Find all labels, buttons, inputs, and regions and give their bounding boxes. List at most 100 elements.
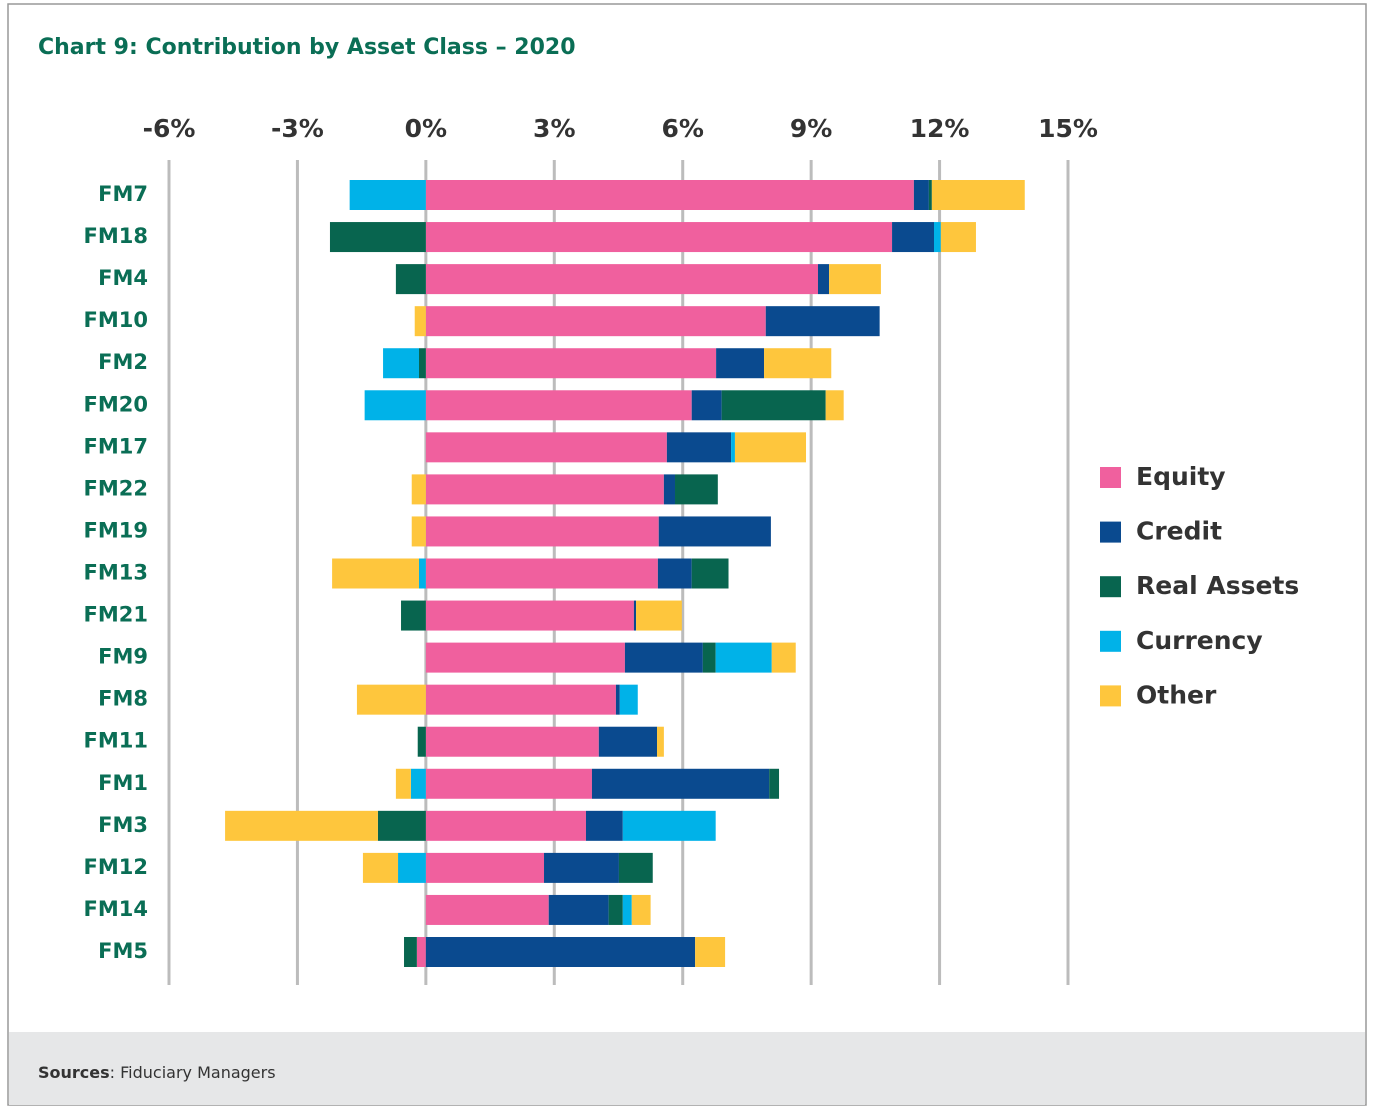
y-tick-label: FM7	[98, 182, 148, 206]
bar-segment	[764, 348, 832, 379]
bar-segment	[892, 222, 935, 253]
bar-segment	[425, 642, 625, 673]
legend-swatch	[1100, 685, 1121, 707]
bar-segment	[383, 348, 420, 379]
y-tick-label: FM2	[98, 350, 148, 374]
bar-segment	[395, 264, 426, 295]
x-tick-label: 12%	[910, 114, 970, 143]
bar-segment	[633, 600, 637, 631]
bar-segment	[622, 894, 632, 925]
legend-swatch	[1100, 467, 1121, 488]
bar-segment	[425, 937, 696, 967]
bar-segment	[329, 222, 426, 253]
bar-segment	[691, 390, 722, 421]
legend-swatch	[1100, 576, 1121, 598]
bar-segment	[425, 558, 658, 589]
bar-segment	[416, 937, 426, 967]
bar-segment	[716, 348, 765, 379]
source-text: : Fiduciary Managers	[110, 1063, 276, 1082]
bar-segment	[608, 894, 623, 925]
bar-segment	[548, 894, 609, 925]
bar-segment	[825, 390, 844, 421]
bar-segment	[425, 852, 545, 883]
bar-segment	[931, 180, 1025, 210]
bar-segment	[377, 810, 426, 841]
bar-segment	[658, 516, 771, 547]
bar-segment	[414, 306, 426, 337]
bar-segment	[332, 558, 420, 589]
bar-segment	[425, 432, 667, 463]
bar-segment	[721, 390, 826, 421]
bar-segment	[401, 600, 426, 631]
bar-segment	[731, 432, 735, 463]
y-tick-label: FM22	[84, 476, 148, 500]
y-tick-label: FM12	[84, 855, 148, 879]
x-tick-label: 6%	[661, 114, 703, 143]
bar-segment	[404, 937, 417, 967]
y-tick-label: FM11	[84, 729, 148, 753]
bar-segment	[715, 642, 772, 673]
bar-segment	[398, 852, 426, 883]
bar-segment	[425, 348, 717, 379]
bar-segment	[771, 642, 796, 673]
bar-segment	[425, 306, 766, 337]
bar-segment	[425, 390, 692, 421]
bar-segment	[425, 600, 634, 631]
bar-segment	[928, 180, 932, 210]
bar-segment	[425, 894, 549, 925]
bar-segment	[417, 726, 426, 757]
legend-label: Real Assets	[1136, 571, 1299, 600]
bar-segment	[356, 684, 426, 715]
source-label: Sources	[38, 1063, 110, 1082]
legend-swatch	[1100, 630, 1121, 652]
bar-segment	[425, 684, 616, 715]
bar-segment	[940, 222, 976, 253]
y-tick-label: FM21	[84, 603, 148, 627]
x-tick-label: -6%	[143, 114, 196, 143]
y-tick-label: FM8	[98, 687, 148, 711]
bar-segment	[934, 222, 941, 253]
y-tick-label: FM17	[84, 434, 148, 458]
source: Sources: Fiduciary Managers	[38, 1063, 276, 1082]
bar-segment	[913, 180, 929, 210]
bar-segment	[734, 432, 807, 463]
bar-segment	[425, 768, 592, 799]
bar-segment	[544, 852, 619, 883]
y-tick-label: FM4	[98, 266, 148, 290]
bar-segment	[411, 474, 426, 505]
y-tick-label: FM1	[98, 771, 148, 795]
x-tick-label: 3%	[533, 114, 575, 143]
bar-segment	[364, 390, 426, 421]
bar-segment	[666, 432, 732, 463]
legend-swatch	[1100, 521, 1121, 543]
legend-label: Currency	[1136, 626, 1263, 655]
bar-segment	[425, 264, 818, 295]
chart-title: Chart 9: Contribution by Asset Class – 2…	[38, 35, 576, 60]
bar-segment	[615, 684, 620, 715]
bar-segment	[349, 180, 426, 210]
bar-segment	[631, 894, 651, 925]
y-tick-label: FM20	[84, 392, 148, 416]
bar-segment	[425, 180, 914, 210]
bar-segment	[411, 516, 426, 547]
y-tick-label: FM5	[98, 939, 148, 963]
bar-segment	[769, 768, 780, 799]
x-tick-label: 0%	[405, 114, 447, 143]
bar-segment	[675, 474, 718, 505]
y-tick-label: FM9	[98, 645, 148, 669]
bar-segment	[618, 852, 653, 883]
y-tick-label: FM10	[84, 308, 148, 332]
footer	[9, 1032, 1365, 1105]
bar-segment	[425, 726, 599, 757]
bar-segment	[657, 726, 664, 757]
legend-label: Equity	[1136, 462, 1226, 491]
x-tick-label: 15%	[1038, 114, 1098, 143]
bar-segment	[817, 264, 830, 295]
y-tick-label: FM19	[84, 518, 148, 542]
bar-segment	[425, 516, 659, 547]
bar-segment	[225, 810, 378, 841]
bar-segment	[636, 600, 682, 631]
y-tick-label: FM18	[84, 224, 148, 248]
bar-segment	[585, 810, 623, 841]
